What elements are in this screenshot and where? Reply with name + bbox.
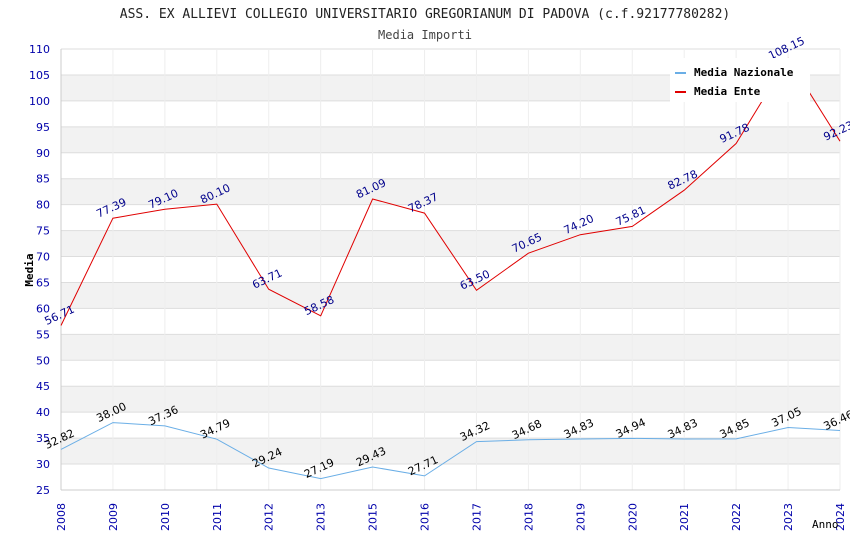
grid-band — [61, 178, 840, 205]
y-tick-label: 50 — [36, 354, 50, 367]
y-tick-label: 100 — [29, 95, 50, 108]
legend-label: Media Nazionale — [694, 66, 794, 79]
legend: Media Nazionale Media Ente — [670, 58, 810, 102]
y-tick-labels: 25 30 35 40 45 50 55 60 65 70 75 80 85 90 95 100 105 110 — [29, 43, 50, 497]
x-tick-label: 2010 — [159, 503, 172, 531]
data-label: 34.83 — [666, 416, 700, 441]
axes — [60, 49, 840, 491]
x-tick-label: 2017 — [470, 503, 483, 531]
data-label: 75.81 — [614, 204, 648, 229]
x-tick-label: 2018 — [522, 503, 535, 531]
grid-lines — [60, 48, 841, 491]
y-axis-label: Media — [23, 253, 36, 286]
data-label: 34.83 — [562, 416, 596, 441]
y-tick-label: 25 — [36, 484, 50, 497]
grid-band — [61, 334, 840, 361]
x-tick-label: 2008 — [55, 503, 68, 531]
x-tick-label: 2020 — [626, 503, 639, 531]
x-tick-label: 2009 — [107, 503, 120, 531]
x-tick-label: 2016 — [419, 503, 432, 531]
y-tick-label: 85 — [36, 173, 50, 186]
y-tick-label: 90 — [36, 147, 50, 160]
y-tick-label: 65 — [36, 276, 50, 289]
legend-box — [670, 58, 810, 102]
chart-subtitle: Media Importi — [378, 28, 472, 42]
y-tick-label: 55 — [36, 328, 50, 341]
y-tick-label: 40 — [36, 406, 50, 419]
grid-band — [61, 438, 840, 465]
y-tick-label: 70 — [36, 251, 50, 264]
x-tick-label: 2011 — [211, 503, 224, 531]
y-tick-label: 30 — [36, 458, 50, 471]
x-tick-label: 2023 — [782, 503, 795, 531]
x-tick-label: 2024 — [834, 503, 847, 531]
x-tick-label: 2013 — [315, 503, 328, 531]
x-tick-label: 2012 — [263, 503, 276, 531]
x-tick-label: 2015 — [367, 503, 380, 531]
x-axis-label: Anno — [812, 518, 839, 531]
y-tick-label: 80 — [36, 199, 50, 212]
y-tick-label: 35 — [36, 432, 50, 445]
series-line — [60, 57, 841, 326]
y-tick-label: 95 — [36, 121, 50, 134]
x-tick-label: 2021 — [678, 503, 691, 531]
y-tick-label: 75 — [36, 225, 50, 238]
y-tick-label: 45 — [36, 380, 50, 393]
series-line — [60, 422, 841, 480]
x-tick-label: 2019 — [574, 503, 587, 531]
chart-title: ASS. EX ALLIEVI COLLEGIO UNIVERSITARIO G… — [120, 7, 730, 22]
x-tick-label: 2022 — [730, 503, 743, 531]
legend-label: Media Ente — [694, 85, 761, 98]
grid-band — [61, 230, 840, 257]
grid-band — [61, 282, 840, 309]
y-tick-label: 110 — [29, 43, 50, 56]
grid-band — [61, 386, 840, 413]
grid-band — [61, 126, 840, 153]
data-label: 34.94 — [614, 416, 648, 441]
x-tick-labels: 2008 2009 2010 2011 2012 2013 2015 2016 2017 2018… — [55, 503, 847, 531]
y-tick-label: 105 — [29, 69, 50, 82]
data-label: 34.85 — [718, 416, 752, 441]
y-tick-label: 60 — [36, 302, 50, 315]
